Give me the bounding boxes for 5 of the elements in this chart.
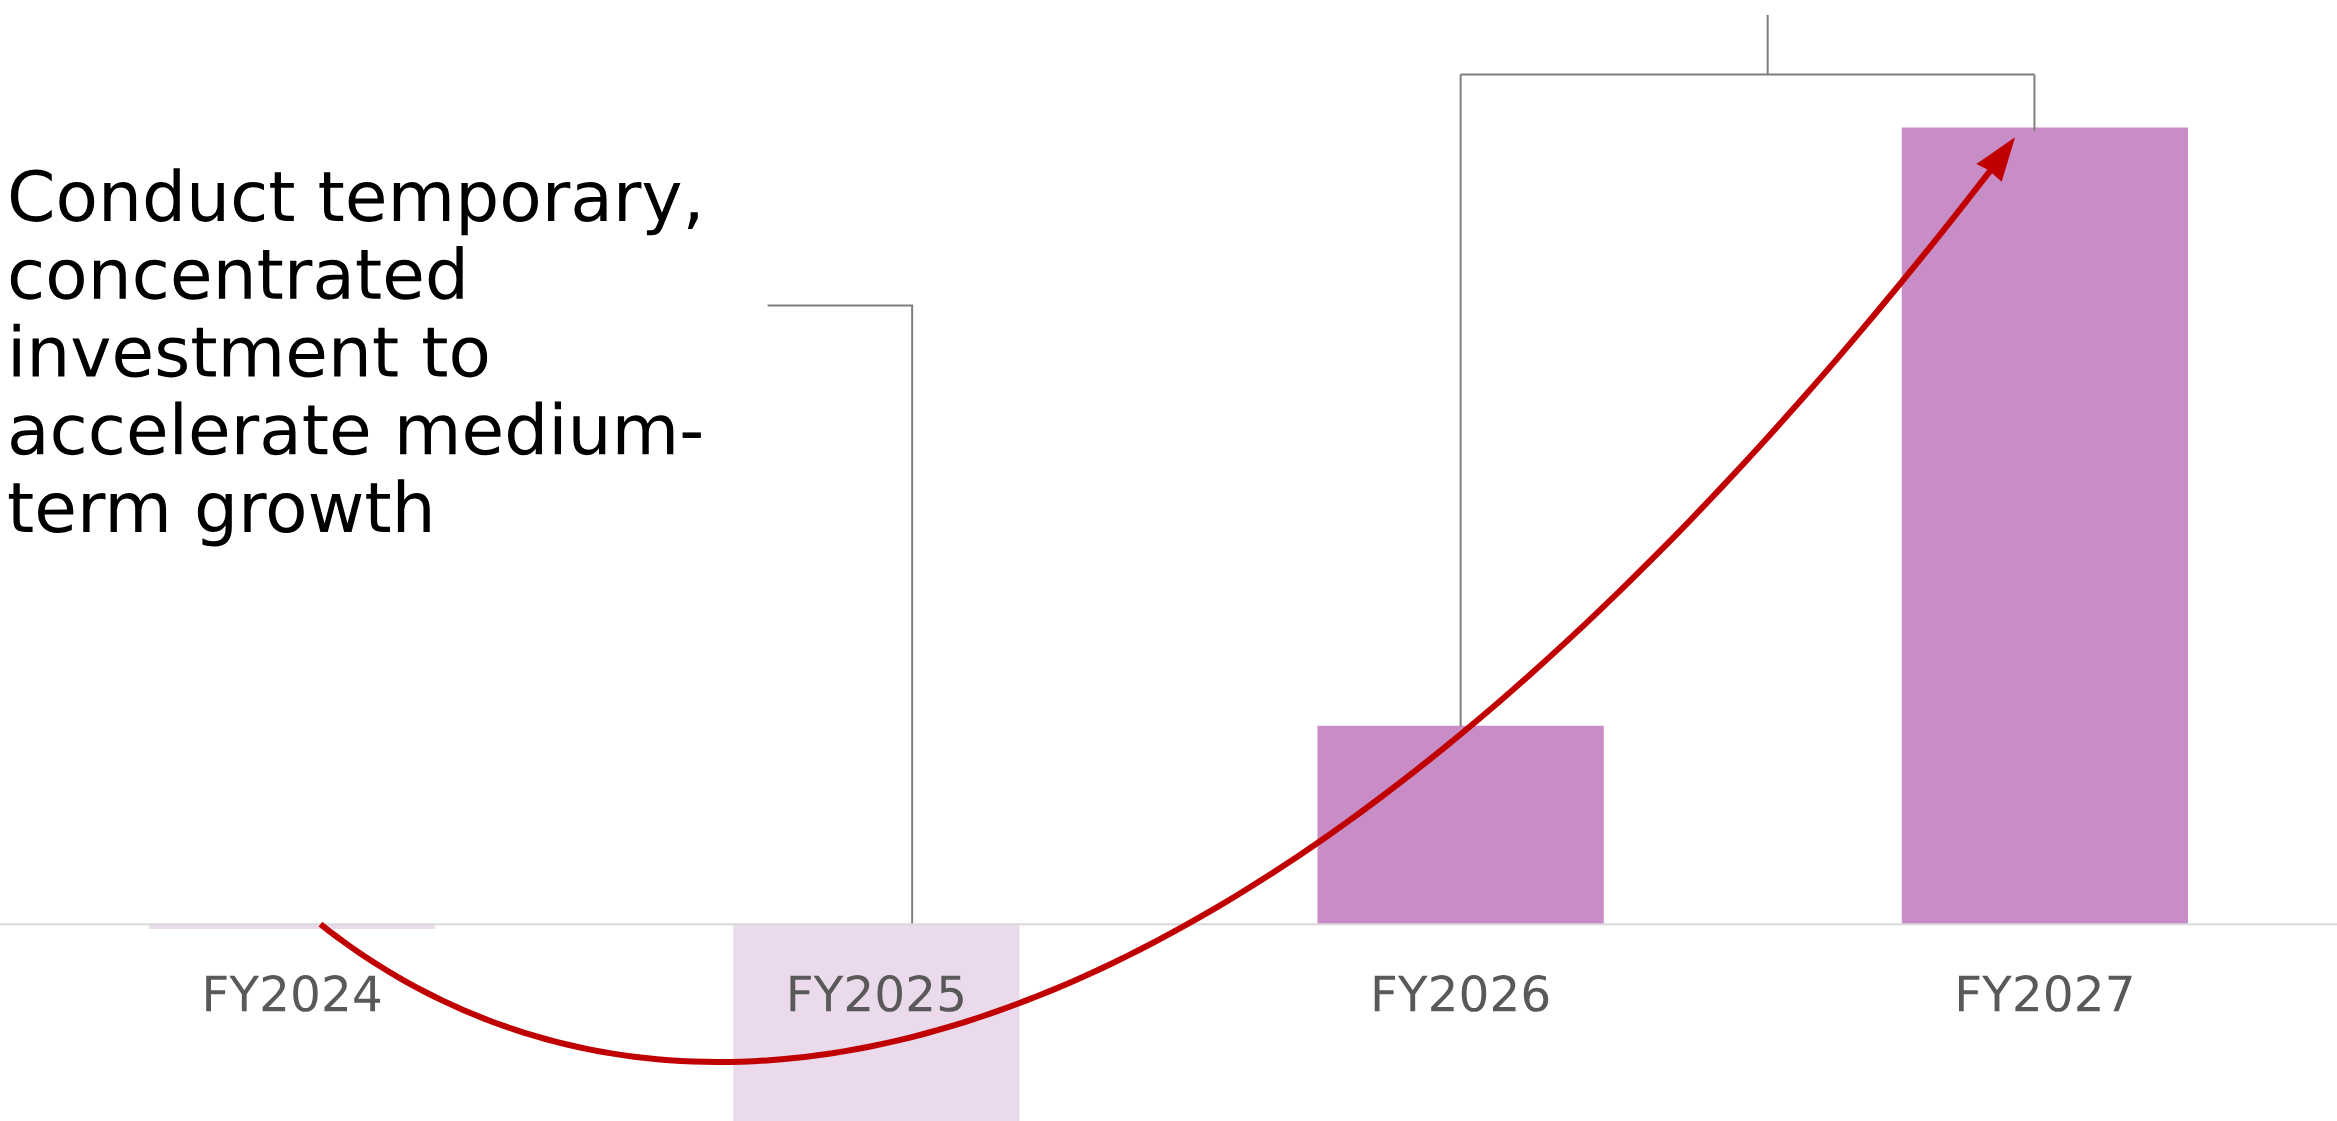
- x-tick-label: FY2025: [790, 975, 963, 1012]
- x-tick-label: FY2026: [1374, 975, 1549, 1012]
- annotation: Conduct temporary, concentrated investment to accelerate medium- term growth: [8, 168, 701, 547]
- x-tick-label: FY2024: [206, 975, 381, 1012]
- x-tick-label: FY2027: [1958, 975, 2132, 1012]
